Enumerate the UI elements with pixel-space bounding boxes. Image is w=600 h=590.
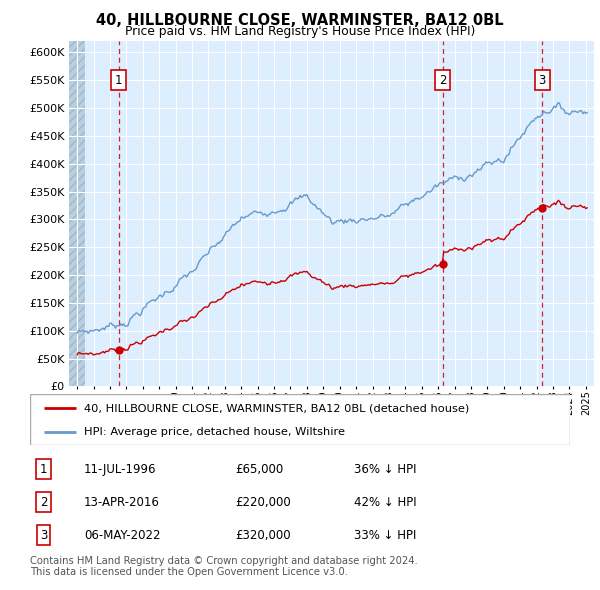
Text: 2: 2 (439, 74, 446, 87)
Text: £220,000: £220,000 (235, 496, 291, 509)
Text: 1: 1 (115, 74, 122, 87)
Text: HPI: Average price, detached house, Wiltshire: HPI: Average price, detached house, Wilt… (84, 428, 345, 437)
Text: Price paid vs. HM Land Registry's House Price Index (HPI): Price paid vs. HM Land Registry's House … (125, 25, 475, 38)
Text: Contains HM Land Registry data © Crown copyright and database right 2024.
This d: Contains HM Land Registry data © Crown c… (30, 556, 418, 578)
Text: 40, HILLBOURNE CLOSE, WARMINSTER, BA12 0BL (detached house): 40, HILLBOURNE CLOSE, WARMINSTER, BA12 0… (84, 403, 469, 413)
Text: 06-MAY-2022: 06-MAY-2022 (84, 529, 161, 542)
Text: £320,000: £320,000 (235, 529, 291, 542)
Text: 42% ↓ HPI: 42% ↓ HPI (354, 496, 416, 509)
Text: £65,000: £65,000 (235, 463, 283, 476)
Text: 36% ↓ HPI: 36% ↓ HPI (354, 463, 416, 476)
Text: 13-APR-2016: 13-APR-2016 (84, 496, 160, 509)
Text: 11-JUL-1996: 11-JUL-1996 (84, 463, 157, 476)
Bar (69, 41, 85, 386)
Text: 3: 3 (539, 74, 546, 87)
Text: 1: 1 (40, 463, 47, 476)
Text: 2: 2 (40, 496, 47, 509)
Text: 40, HILLBOURNE CLOSE, WARMINSTER, BA12 0BL: 40, HILLBOURNE CLOSE, WARMINSTER, BA12 0… (96, 13, 504, 28)
Text: 33% ↓ HPI: 33% ↓ HPI (354, 529, 416, 542)
Text: 3: 3 (40, 529, 47, 542)
